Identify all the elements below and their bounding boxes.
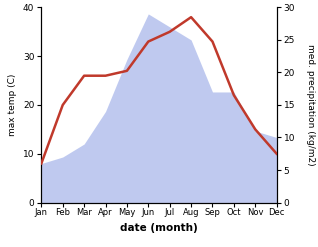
Y-axis label: max temp (C): max temp (C) bbox=[8, 74, 17, 136]
X-axis label: date (month): date (month) bbox=[120, 223, 198, 233]
Y-axis label: med. precipitation (kg/m2): med. precipitation (kg/m2) bbox=[306, 44, 315, 166]
